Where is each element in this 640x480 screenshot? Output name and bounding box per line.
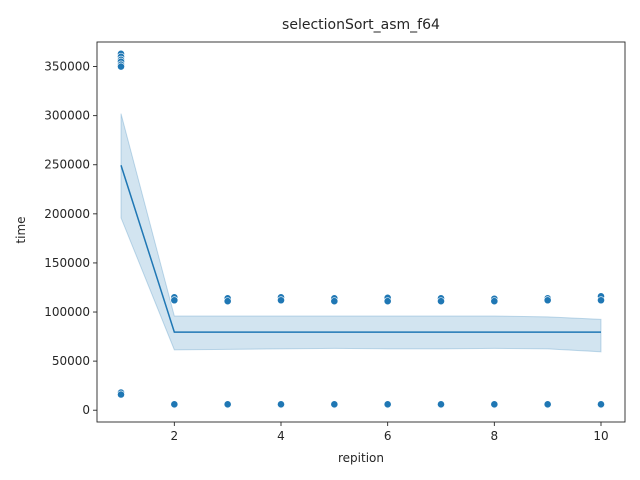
x-tick-label: 6 bbox=[384, 429, 392, 443]
plot-frame bbox=[96, 41, 626, 423]
scatter-point bbox=[543, 296, 552, 305]
y-tick-label: 200000 bbox=[44, 207, 90, 221]
y-tick-label: 350000 bbox=[44, 60, 90, 74]
scatter-point bbox=[597, 296, 605, 305]
x-tick-label: 4 bbox=[277, 429, 285, 443]
scatter-point bbox=[277, 400, 285, 409]
scatter-point bbox=[597, 400, 605, 409]
x-tick-label: 8 bbox=[491, 429, 499, 443]
scatter-point bbox=[223, 297, 232, 306]
scatter-point bbox=[543, 400, 552, 409]
y-tick-label: 300000 bbox=[44, 109, 90, 123]
scatter-point bbox=[437, 400, 445, 409]
scatter-point bbox=[330, 400, 339, 409]
scatter-point bbox=[170, 296, 179, 305]
x-tick-label: 2 bbox=[171, 429, 179, 443]
confidence-band bbox=[120, 113, 602, 353]
scatter-point bbox=[330, 297, 339, 306]
scatter-point bbox=[277, 296, 285, 305]
x-axis-label: repition bbox=[338, 451, 384, 465]
scatter-point bbox=[117, 62, 125, 71]
scatter-point bbox=[383, 297, 392, 306]
scatter-point-layer bbox=[117, 49, 605, 409]
confidence-band-layer bbox=[120, 113, 602, 353]
scatter-point bbox=[383, 400, 392, 409]
y-axis-label: time bbox=[14, 216, 28, 243]
scatter-point bbox=[437, 297, 445, 306]
y-tick-label: 0 bbox=[82, 403, 90, 417]
scatter-point bbox=[170, 400, 179, 409]
x-tick-label: 10 bbox=[593, 429, 608, 443]
mean-line-layer bbox=[120, 165, 601, 333]
scatter-point bbox=[490, 297, 499, 306]
y-tick-label: 50000 bbox=[52, 354, 90, 368]
scatter-point bbox=[117, 390, 125, 399]
y-tick-label: 150000 bbox=[44, 256, 90, 270]
scatter-point bbox=[490, 400, 499, 409]
scatter-point bbox=[223, 400, 232, 409]
mean-line bbox=[120, 165, 601, 333]
y-tick-label: 100000 bbox=[44, 305, 90, 319]
chart-title: selectionSort_asm_f64 bbox=[282, 17, 440, 33]
y-tick-label: 250000 bbox=[44, 158, 90, 172]
axes-layer: 2 4 6 8 10 0 50000 100000 150000 200000 250000 3000… bbox=[44, 41, 626, 443]
